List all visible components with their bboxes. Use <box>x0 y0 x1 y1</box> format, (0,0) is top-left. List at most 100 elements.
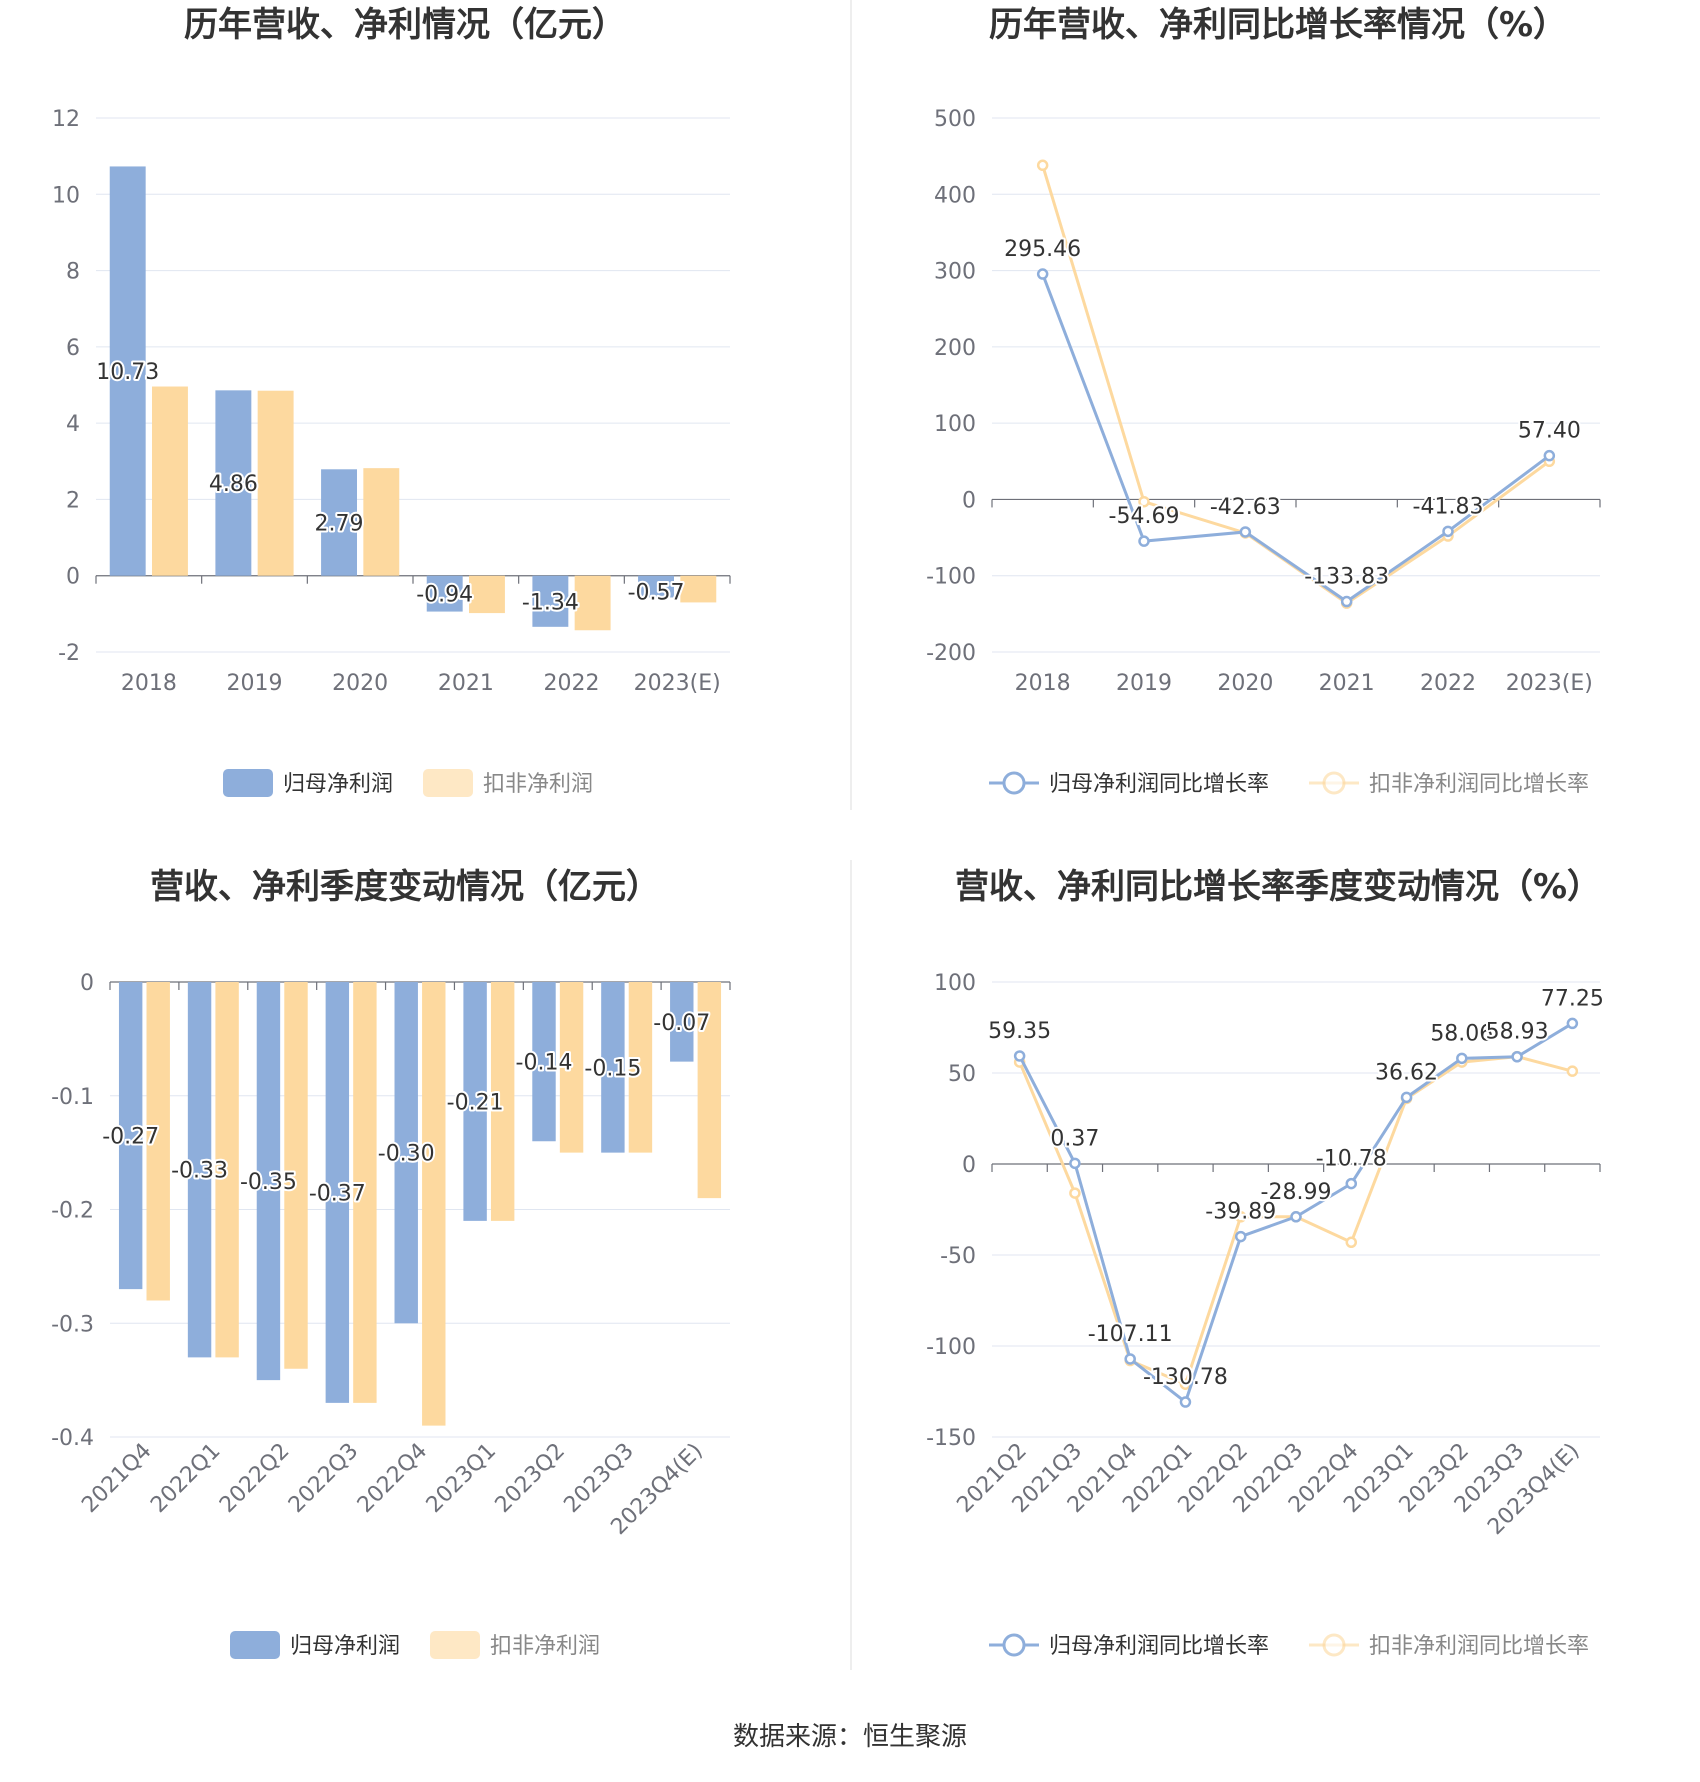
legend-item-net[interactable]: 归母净利润 <box>223 769 393 797</box>
legend-item-deduct[interactable]: 扣非净利润 <box>423 769 593 797</box>
point-net-growth[interactable] <box>1013 1050 1026 1062</box>
point-value-label: 58.06 <box>1430 1021 1493 1046</box>
point-deducted-growth[interactable] <box>1234 1211 1247 1223</box>
bar-net-profit[interactable] <box>256 982 281 1381</box>
bar-deducted-profit[interactable] <box>574 575 611 631</box>
y-tick-label: 6 <box>66 336 80 361</box>
bar-net-profit[interactable] <box>118 982 143 1290</box>
bar-net-profit[interactable] <box>601 982 625 1153</box>
point-net-growth[interactable] <box>1239 526 1252 538</box>
point-net-growth[interactable] <box>1345 1177 1358 1190</box>
point-net-growth[interactable] <box>1069 1157 1081 1170</box>
y-tick-label: 0 <box>962 488 976 513</box>
line-deducted-growth <box>1041 164 1551 605</box>
y-tick-label: 12 <box>52 107 80 132</box>
bar-deducted-profit[interactable] <box>469 575 505 614</box>
bar-deducted-profit[interactable] <box>257 390 294 576</box>
y-tick-label: 10 <box>52 183 80 208</box>
y-tick-label: 0 <box>962 1153 976 1178</box>
point-deducted-growth[interactable] <box>1036 159 1049 172</box>
legend-item-deduct-growth[interactable]: 扣非净利润同比增长率 <box>1309 1633 1589 1659</box>
legend-item-deduct[interactable]: 扣非净利润 <box>430 1631 600 1659</box>
bar-deducted-profit[interactable] <box>152 386 188 576</box>
point-net-growth[interactable] <box>1124 1353 1136 1365</box>
bar-net-profit[interactable] <box>670 982 694 1062</box>
bar-net-profit[interactable] <box>321 469 357 576</box>
bar-deducted-profit[interactable] <box>628 982 653 1153</box>
point-value-label: -10.78 <box>1316 1147 1387 1172</box>
bar-net-profit[interactable] <box>638 575 674 598</box>
bar-net-profit[interactable] <box>325 982 350 1403</box>
point-value-label: 57.40 <box>1518 419 1581 444</box>
point-net-growth[interactable] <box>1543 449 1556 462</box>
bar-net-profit[interactable] <box>109 166 146 576</box>
bar-deducted-profit[interactable] <box>146 982 170 1301</box>
bar-value-label: -0.35 <box>240 1170 297 1195</box>
y-tick-label: -200 <box>926 641 976 666</box>
point-net-growth[interactable] <box>1566 1017 1579 1030</box>
legend-item-net-growth[interactable]: 归母净利润同比增长率 <box>989 771 1269 797</box>
bar-net-profit[interactable] <box>463 982 487 1221</box>
x-tick-label: 2019 <box>227 671 283 696</box>
bar-deducted-profit[interactable] <box>353 982 377 1403</box>
legend-item-net-growth[interactable]: 归母净利润同比增长率 <box>989 1633 1269 1659</box>
bar-deducted-profit[interactable] <box>680 575 717 603</box>
x-tick-label: 2021 <box>438 671 494 696</box>
point-net-growth[interactable] <box>1234 1230 1247 1243</box>
point-deducted-growth[interactable] <box>1069 1187 1081 1199</box>
bar-value-label: -0.94 <box>416 583 473 608</box>
bar-value-label: -0.14 <box>516 1051 573 1076</box>
x-tick-label: 2023(E) <box>1506 671 1593 696</box>
point-deducted-growth[interactable] <box>1566 1065 1579 1077</box>
point-value-label: 36.62 <box>1375 1060 1438 1085</box>
point-net-growth[interactable] <box>1036 268 1049 280</box>
bar-deducted-profit[interactable] <box>422 982 446 1426</box>
bar-net-profit[interactable] <box>187 982 212 1358</box>
bar-net-profit[interactable] <box>532 575 569 627</box>
y-tick-label: 200 <box>934 336 976 361</box>
point-value-label: 77.25 <box>1541 986 1604 1011</box>
point-net-growth[interactable] <box>1456 1052 1468 1065</box>
chart-annual-growth: 历年营收、净利同比增长率情况（%） -200 -100 0 100 200 300 400 50… <box>926 5 1601 797</box>
bar-deducted-profit[interactable] <box>284 982 308 1369</box>
chart-annual-profit: 历年营收、净利情况（亿元） -2 0 2 4 6 8 10 12 2018 2019 2020 2021… <box>52 5 731 797</box>
bar-deducted-profit[interactable] <box>559 982 584 1153</box>
point-value-label: 58.93 <box>1486 1020 1549 1045</box>
x-tick-label: 2020 <box>1217 671 1273 696</box>
bar-deducted-profit[interactable] <box>490 982 515 1221</box>
x-tick-label: 2018 <box>1015 671 1071 696</box>
point-deducted-growth[interactable] <box>1345 1236 1358 1249</box>
point-deducted-growth[interactable] <box>1138 495 1150 508</box>
bar-deducted-profit[interactable] <box>215 982 239 1358</box>
point-net-growth[interactable] <box>1290 1211 1302 1223</box>
point-net-growth[interactable] <box>1179 1396 1192 1408</box>
legend-item-deduct-growth[interactable]: 扣非净利润同比增长率 <box>1309 771 1589 797</box>
y-tick-label: 300 <box>934 260 976 285</box>
point-net-growth[interactable] <box>1400 1091 1413 1104</box>
bar-net-profit[interactable] <box>426 575 463 612</box>
point-net-growth[interactable] <box>1511 1050 1523 1063</box>
legend-label: 扣非净利润 <box>483 772 593 797</box>
line-net-growth <box>1041 273 1551 604</box>
bar-net-profit[interactable] <box>215 390 252 576</box>
bar-net-profit[interactable] <box>532 982 556 1142</box>
bar-deducted-profit[interactable] <box>363 468 400 576</box>
chart-title: 营收、净利季度变动情况（亿元） <box>150 867 660 907</box>
point-net-growth[interactable] <box>1340 595 1353 608</box>
y-tick-label: 100 <box>934 971 976 996</box>
bar-deducted-profit[interactable] <box>697 982 722 1199</box>
bar-value-label: 10.73 <box>96 360 159 385</box>
legend-swatch <box>230 1631 280 1659</box>
data-source: 数据来源：恒生聚源 <box>733 1722 967 1752</box>
point-net-growth[interactable] <box>1442 525 1454 538</box>
point-value-label: -39.89 <box>1205 1200 1276 1225</box>
x-tick-label: 2019 <box>1116 671 1172 696</box>
bar-net-profit[interactable] <box>394 982 418 1324</box>
legend-item-net[interactable]: 归母净利润 <box>230 1631 400 1659</box>
x-tick-label: 2022Q2 <box>215 1439 294 1518</box>
legend-swatch <box>430 1631 480 1659</box>
y-tick-label: -2 <box>58 641 80 666</box>
point-net-growth[interactable] <box>1138 535 1150 547</box>
y-tick-label: 100 <box>934 412 976 437</box>
